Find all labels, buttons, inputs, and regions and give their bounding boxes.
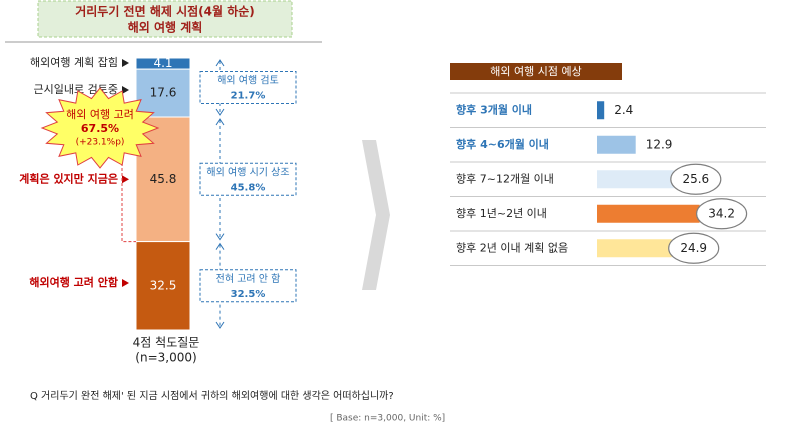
- group-value: 45.8%: [231, 182, 266, 193]
- bar: [597, 204, 700, 223]
- segment-label: 4.1: [153, 56, 172, 70]
- value-label: 25.6: [682, 172, 709, 186]
- category-label: 향후 4~6개월 이내: [456, 137, 549, 151]
- group-arrow-head: [215, 59, 225, 116]
- series-label: 해외여행 고려 안함: [29, 275, 118, 289]
- right-title: 해외 여행 시점 예상: [490, 64, 581, 78]
- group-label: 해외 여행 검토: [217, 74, 279, 87]
- category-label: 향후 7~12개월 이내: [456, 172, 554, 185]
- callout-label: 해외 여행 고려: [66, 107, 134, 121]
- segment-label: 45.8: [150, 172, 177, 186]
- bar: [597, 239, 672, 258]
- group-arrow-head: [215, 118, 225, 241]
- series-label: 계획은 있지만 지금은: [19, 171, 118, 185]
- callout-burst: [40, 87, 160, 169]
- group-box: [199, 162, 297, 196]
- left-title: 거리두기 전면 해제 시점(4월 하순): [75, 4, 255, 19]
- x-sublabel: (n=3,000): [135, 351, 196, 365]
- right-title-box: [450, 63, 622, 80]
- segment-label: 32.5: [150, 278, 177, 292]
- value-circle: [695, 198, 748, 230]
- label-arrow: [122, 86, 129, 94]
- base-note: [ Base: n=3,000, Unit: %]: [330, 414, 445, 424]
- category-label: 향후 3개월 이내: [456, 102, 532, 116]
- group-label: 해외 여행 시기 상조: [206, 165, 289, 178]
- value-circle: [670, 163, 722, 195]
- bar: [597, 101, 605, 120]
- category-label: 향후 2년 이내 계획 없음: [456, 241, 568, 254]
- value-label: 2.4: [614, 103, 633, 117]
- group-label: 전혀 고려 안 함: [216, 273, 281, 285]
- series-label: 해외여행 계획 잡힘: [30, 55, 118, 69]
- value-label: 24.9: [680, 241, 707, 255]
- group-arrow-head: [215, 242, 225, 329]
- category-label: 향후 1년~2년 이내: [456, 207, 547, 220]
- value-label: 34.2: [708, 206, 735, 220]
- group-box: [199, 71, 297, 105]
- bar-segment: [135, 241, 191, 331]
- group-value: 32.5%: [231, 289, 266, 300]
- group-value: 21.7%: [231, 91, 266, 102]
- x-label: 4점 척도질문: [133, 336, 200, 350]
- bar: [597, 170, 674, 189]
- label-arrow: [122, 279, 129, 287]
- title-box: [37, 0, 293, 38]
- segment-label: 17.6: [150, 86, 177, 100]
- value-label: 12.9: [646, 137, 673, 151]
- value-circle: [668, 232, 720, 264]
- callout-value: 67.5%: [81, 122, 119, 135]
- callout-note: (+23.1%p): [76, 138, 125, 148]
- chevron: [362, 140, 390, 290]
- group-box: [199, 269, 297, 303]
- label-arrow: [122, 175, 129, 184]
- label-arrow: [122, 59, 129, 67]
- question: Q 거리두기 완전 해제' 된 지금 시점에서 귀하의 해외여행에 대한 생각은…: [30, 389, 394, 402]
- left-subtitle: 해외 여행 계획: [128, 20, 203, 35]
- bar: [597, 135, 636, 154]
- bar-segment: [135, 68, 191, 118]
